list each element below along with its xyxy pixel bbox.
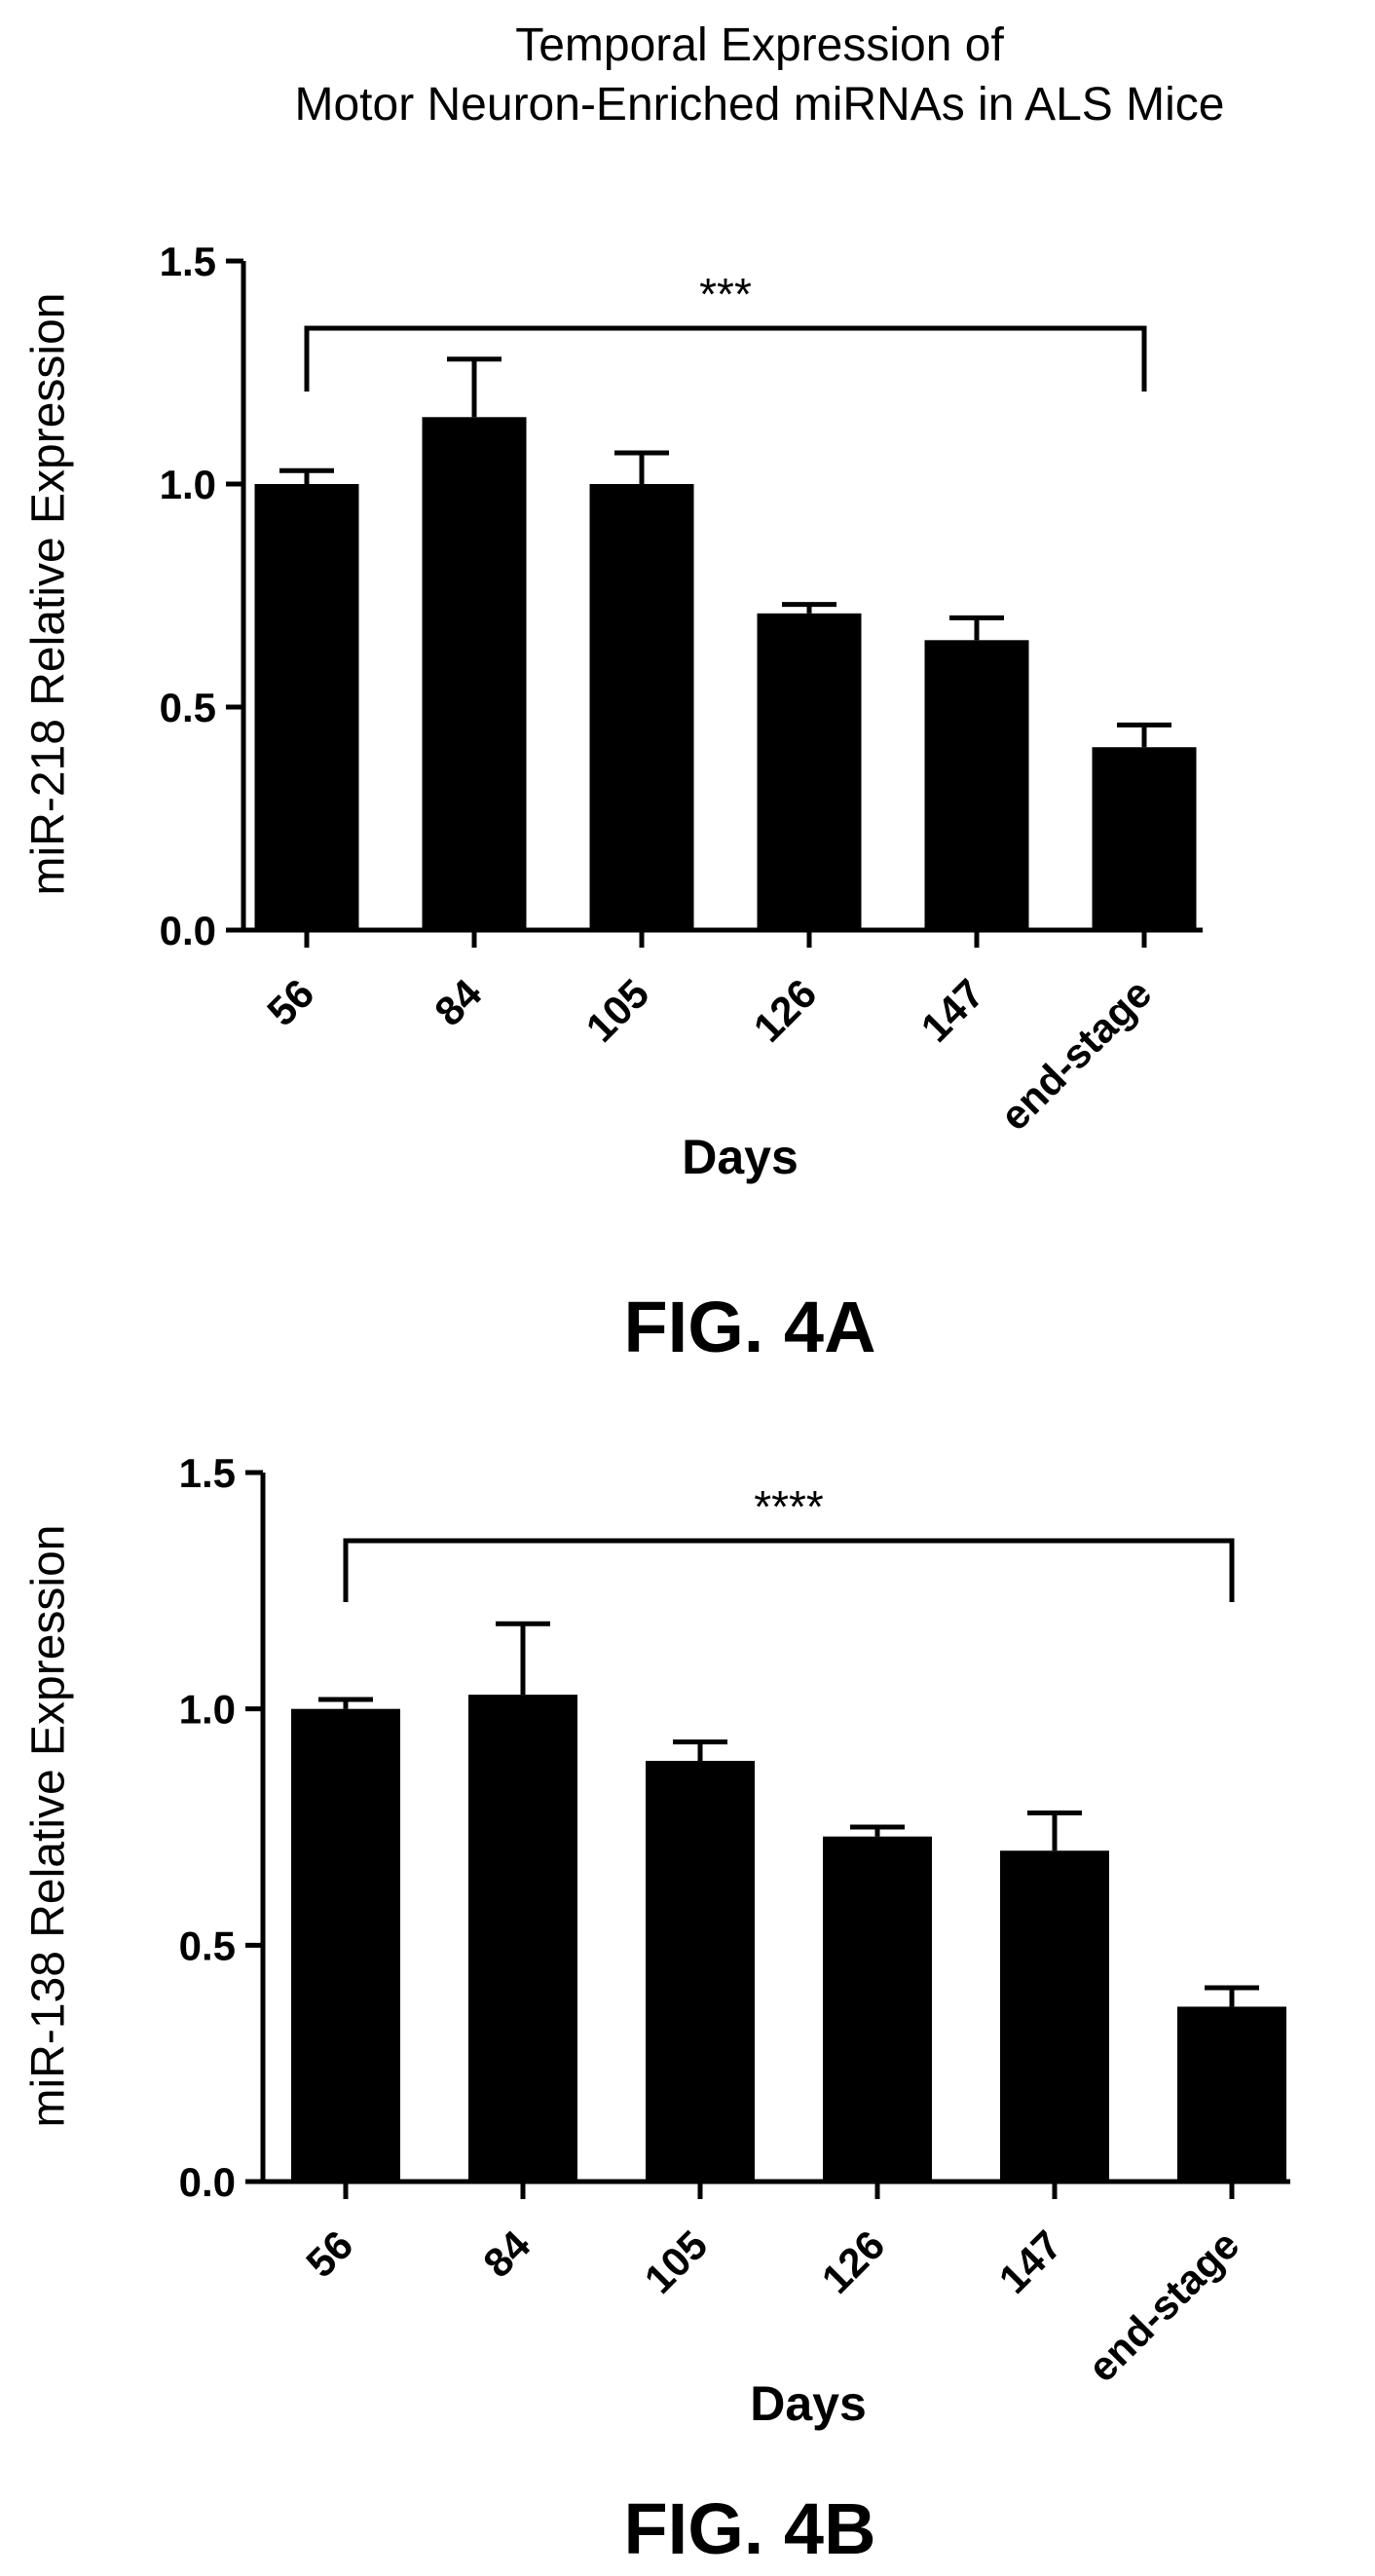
page-title-line1: Temporal Expression of (515, 19, 1004, 71)
x-tick-label: end-stage (1079, 2221, 1248, 2391)
significance-bracket (304, 325, 1147, 392)
y-tick-label: 1.5 (179, 1450, 236, 1496)
x-tick-label: 105 (636, 2221, 717, 2302)
x-tick-label: 126 (745, 970, 826, 1051)
bar (1000, 1850, 1109, 2182)
y-tick-label: 0.0 (160, 908, 216, 953)
y-tick-label: 0.5 (179, 1923, 236, 1968)
bar (422, 417, 527, 930)
bar (757, 613, 862, 930)
x-tick-label: 105 (577, 970, 658, 1051)
y-tick-label: 0.5 (160, 685, 216, 730)
chart-4b: 0.0 0.5 1.0 1.5 56 84 105 126 147 end-stage **** mi… (23, 1450, 1290, 2569)
x-tick-label: 147 (990, 2221, 1071, 2302)
x-tick-label: 56 (297, 2221, 361, 2286)
significance-label: **** (754, 1481, 824, 1532)
y-tick-label: 0.0 (179, 2159, 236, 2205)
significance-label: *** (699, 269, 752, 319)
x-tick-label: 56 (258, 970, 322, 1034)
y-axis-title: miR-138 Relative Expression (23, 1525, 75, 2128)
y-tick-label: 1.0 (179, 1687, 236, 1733)
significance-bracket (343, 1538, 1235, 1602)
y-tick-label: 1.5 (160, 239, 216, 284)
bar (291, 1708, 400, 2182)
bar (254, 484, 359, 930)
x-tick-label: end-stage (991, 970, 1161, 1139)
y-axis-title: miR-218 Relative Expression (23, 293, 75, 896)
x-tick-label: 126 (813, 2221, 894, 2302)
x-axis-title: Days (682, 1130, 799, 1184)
x-tick-label: 84 (474, 2221, 539, 2287)
x-tick-label: 84 (426, 970, 491, 1035)
y-tick-label: 1.0 (160, 462, 216, 507)
figure-label: FIG. 4A (623, 1287, 875, 1367)
bar (924, 640, 1029, 930)
bar (468, 1695, 577, 2182)
x-tick-label: 147 (912, 970, 993, 1051)
bar (646, 1761, 755, 2182)
bar (1177, 2006, 1286, 2182)
figure-label: FIG. 4B (623, 2488, 875, 2569)
bar (589, 484, 694, 930)
page-title-line2: Motor Neuron-Enriched miRNAs in ALS Mice (294, 79, 1224, 131)
bar (1092, 747, 1197, 930)
bar (823, 1836, 932, 2182)
x-axis-title: Days (750, 2376, 867, 2431)
